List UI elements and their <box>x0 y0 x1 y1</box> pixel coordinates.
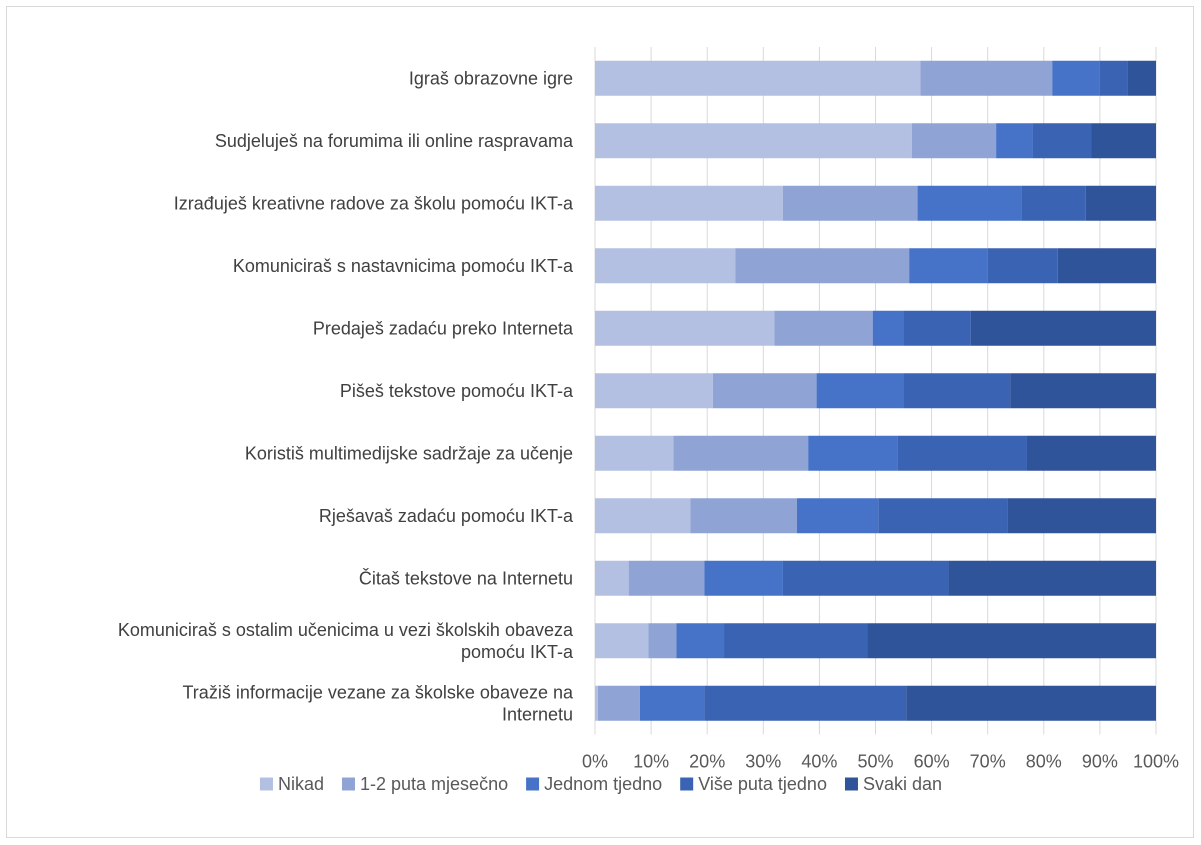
bar-segment <box>903 373 1011 409</box>
legend-label: Svaki dan <box>863 774 942 794</box>
bar-segment <box>628 560 705 596</box>
category-label: Komuniciraš s ostalim učenicima u vezi š… <box>118 620 574 640</box>
category-label: Sudjeluješ na forumima ili online raspra… <box>215 131 574 151</box>
bar-segment <box>1057 248 1156 284</box>
bar-segment <box>1007 498 1156 534</box>
bar-segment <box>673 435 809 471</box>
legend-swatch <box>526 777 540 791</box>
category-labels: Igraš obrazovne igre Sudjeluješ na forumi… <box>118 68 574 724</box>
bar-segment <box>597 685 640 721</box>
bar-segment <box>872 310 904 346</box>
category-label: Igraš obrazovne igre <box>409 68 573 88</box>
bar-segment <box>595 185 783 221</box>
bar-segment <box>724 623 868 659</box>
x-tick-label: 100% <box>1133 752 1179 772</box>
bar-segment <box>712 373 817 409</box>
legend-swatch <box>259 777 273 791</box>
legend-swatch <box>342 777 355 791</box>
bar-segment <box>970 310 1156 346</box>
bar-segment <box>917 185 1022 221</box>
bar-segment <box>595 60 921 96</box>
bar-segment <box>639 685 705 721</box>
bar-segment <box>595 560 629 596</box>
bar-segment <box>897 435 1027 471</box>
bar-segment <box>690 498 797 534</box>
category-label: Tražiš informacije vezane za školske oba… <box>182 682 574 702</box>
bar-segment <box>1026 435 1156 471</box>
bar-segment <box>920 60 1053 96</box>
bar-segment <box>816 373 904 409</box>
bar-segment <box>909 248 988 284</box>
legend: Nikad 1-2 puta mjesečno Jednom tjedno Više … <box>259 774 942 794</box>
legend-label: Nikad <box>278 774 324 794</box>
category-label: Koristiš multimedijske sadržaje za učenj… <box>245 443 573 463</box>
x-tick-label: 60% <box>914 752 950 772</box>
bar-segment <box>906 685 1156 721</box>
bar-segment <box>1099 60 1128 96</box>
bar-segment <box>911 123 997 159</box>
bar-segment <box>987 248 1058 284</box>
chart-frame: Igraš obrazovne igre Sudjeluješ na forumi… <box>6 6 1194 838</box>
bar-segment <box>1052 60 1100 96</box>
bar-segment <box>648 623 677 659</box>
category-label: Rješavaš zadaću pomoću IKT-a <box>319 506 574 526</box>
legend-label: 1-2 puta mjesečno <box>360 774 508 794</box>
bar-segment <box>867 623 1156 659</box>
bar-segment <box>878 498 1008 534</box>
x-tick-label: 90% <box>1082 752 1118 772</box>
x-tick-label: 80% <box>1026 752 1062 772</box>
bar-segment <box>704 685 907 721</box>
bar-segment <box>595 435 674 471</box>
bar-segment <box>1127 60 1156 96</box>
bar-segment <box>595 310 775 346</box>
bar-segment <box>1021 185 1086 221</box>
legend-swatch <box>844 777 858 791</box>
bar-segment <box>595 498 691 534</box>
legend-label: Jednom tjedno <box>544 774 662 794</box>
bar-segment <box>595 123 912 159</box>
category-label: pomoću IKT-a <box>461 642 574 662</box>
bar-segment <box>782 185 918 221</box>
bar-segment <box>1010 373 1156 409</box>
bar-segment <box>735 248 910 284</box>
bar-segment <box>595 623 649 659</box>
x-tick-label: 70% <box>970 752 1006 772</box>
bar-segment <box>1091 123 1156 159</box>
bar-segment <box>676 623 725 659</box>
legend-swatch <box>680 777 694 791</box>
category-label: Izrađuješ kreativne radove za školu pomo… <box>174 193 574 213</box>
stacked-bar-chart: Igraš obrazovne igre Sudjeluješ na forumi… <box>118 47 1179 794</box>
bar-segment <box>595 248 736 284</box>
bar-segment <box>782 560 949 596</box>
bar-segment <box>704 560 783 596</box>
category-label: Čitaš tekstove na Internetu <box>359 567 573 588</box>
bar-segment <box>595 373 713 409</box>
x-tick-label: 0% <box>582 752 608 772</box>
x-tick-label: 10% <box>633 752 669 772</box>
bar-segment <box>1085 185 1156 221</box>
category-label: Predaješ zadaću preko Interneta <box>313 318 574 338</box>
category-label: Komuniciraš s nastavnicima pomoću IKT-a <box>233 256 574 276</box>
bar-segment <box>595 685 598 721</box>
x-tick-label: 30% <box>745 752 781 772</box>
bar-segment <box>796 498 879 534</box>
legend-label: Više puta tjedno <box>698 774 827 794</box>
x-tick-label: 20% <box>689 752 725 772</box>
category-label: Pišeš tekstove pomoću IKT-a <box>340 381 574 401</box>
x-tick-labels: 0% 10% 20% 30% 40% 50% 60% 70% 80% 90% 100% <box>582 752 1179 772</box>
bar-segment <box>1032 123 1092 159</box>
bars <box>595 60 1156 721</box>
category-label: Internetu <box>502 704 573 724</box>
x-tick-label: 40% <box>801 752 837 772</box>
bar-segment <box>948 560 1156 596</box>
x-tick-label: 50% <box>857 752 893 772</box>
bar-segment <box>774 310 873 346</box>
bar-segment <box>996 123 1033 159</box>
bar-segment <box>808 435 898 471</box>
bar-segment <box>903 310 971 346</box>
